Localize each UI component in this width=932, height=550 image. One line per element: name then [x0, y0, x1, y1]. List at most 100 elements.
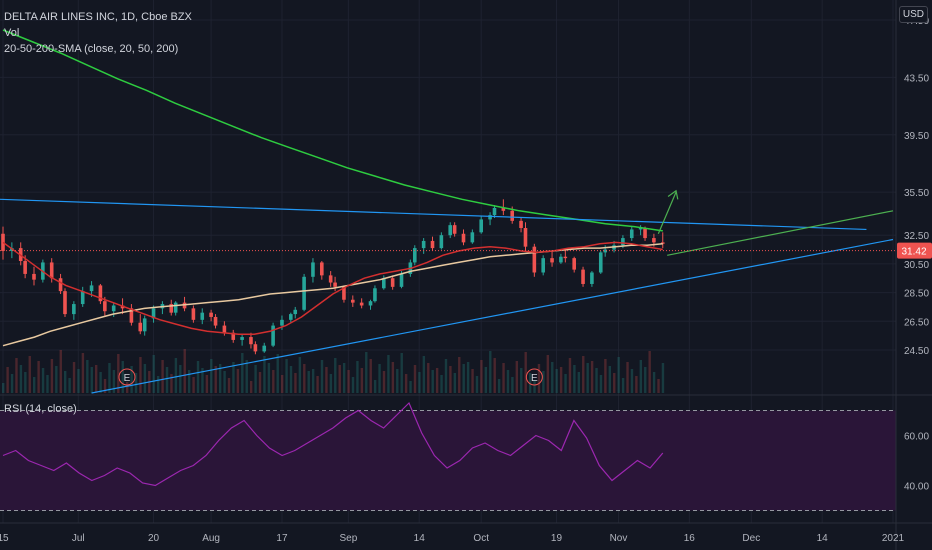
price-tick-label: 24.50 — [904, 346, 929, 357]
ascending-trendline — [91, 238, 894, 394]
volume-bar — [174, 358, 178, 393]
price-tick-label: 39.50 — [904, 131, 929, 142]
candle-body — [138, 322, 143, 332]
candle-body — [311, 262, 315, 277]
volume-bar — [661, 363, 665, 393]
earnings-marker-label: E — [531, 373, 538, 384]
volume-bar — [427, 363, 430, 393]
volume-bar — [449, 366, 452, 393]
candle-body — [660, 242, 665, 244]
volume-bar — [559, 367, 563, 393]
symbol-title[interactable]: DELTA AIR LINES INC, 1D, Cboe BZX — [4, 11, 192, 23]
candle-body — [231, 332, 236, 340]
volume-bar — [590, 361, 594, 393]
volume-bar — [227, 378, 231, 393]
candle-body — [240, 337, 244, 340]
candle-body — [1, 233, 5, 251]
volume-bar — [613, 373, 616, 393]
candle-body — [173, 302, 178, 313]
time-tick-label: 16 — [684, 533, 696, 544]
volume-bar — [325, 367, 328, 393]
candle-body — [253, 344, 258, 352]
candle-body — [333, 282, 337, 287]
time-tick-label: 17 — [276, 533, 288, 544]
volume-bar — [608, 366, 612, 393]
rsi-band — [0, 410, 896, 511]
volume-bar — [431, 370, 434, 393]
volume-bar — [497, 379, 501, 393]
rsi-legend[interactable]: RSI (14, close) — [4, 403, 77, 415]
volume-bar — [356, 361, 359, 393]
volume-bar — [37, 361, 40, 393]
candle-body — [72, 304, 76, 315]
volume-bar — [192, 377, 195, 393]
price-tick-label: 30.50 — [904, 260, 929, 271]
candle-body — [80, 291, 85, 305]
volume-bar — [329, 374, 333, 393]
volume-bar — [542, 371, 545, 393]
volume-bar — [205, 375, 209, 393]
volume-bar — [382, 371, 386, 393]
volume-bar — [471, 369, 474, 393]
candle-body — [209, 312, 213, 317]
volume-bar — [130, 366, 133, 393]
candle-body — [629, 229, 634, 239]
volume-bar — [577, 372, 581, 393]
volume-bar — [573, 365, 576, 393]
volume-bar — [232, 362, 235, 393]
candle-body — [98, 285, 103, 302]
price-tick-label: 28.50 — [904, 289, 929, 300]
volume-bar — [462, 364, 465, 393]
currency-badge[interactable]: USD — [898, 6, 928, 23]
candle-body — [142, 318, 147, 332]
volume-legend[interactable]: Vol — [4, 27, 20, 39]
volume-bar — [50, 359, 54, 393]
volume-bar — [493, 358, 496, 393]
volume-bar — [303, 364, 306, 393]
candle-body — [359, 302, 364, 306]
candle-body — [430, 240, 435, 249]
candle-body — [191, 308, 196, 320]
volume-bar — [648, 351, 651, 393]
volume-bar — [179, 365, 182, 393]
volume-bar — [506, 370, 510, 393]
volume-bar — [143, 364, 147, 393]
time-tick-label: Jul — [72, 533, 85, 544]
volume-bar — [307, 371, 310, 393]
volume-bar — [520, 368, 523, 393]
earnings-marker-label: E — [124, 373, 131, 384]
volume-bar — [161, 360, 164, 393]
volume-bar — [396, 369, 399, 393]
volume-bar — [298, 357, 302, 393]
candle-body — [381, 278, 386, 289]
last-price-box — [897, 242, 932, 259]
sma-legend[interactable]: 20-50-200-SMA (close, 20, 50, 200) — [4, 43, 179, 55]
candle-body — [368, 301, 373, 306]
volume-bar — [112, 370, 116, 393]
earnings-marker — [525, 368, 543, 386]
candle-body — [293, 309, 298, 315]
time-tick-label: 19 — [551, 533, 563, 544]
volume-bar — [652, 372, 656, 393]
candle-body — [461, 233, 466, 243]
volume-bar — [546, 355, 550, 393]
time-tick-label: Oct — [473, 533, 489, 544]
volume-bar — [59, 350, 62, 393]
volume-bar — [311, 369, 315, 393]
candle-body — [519, 220, 523, 229]
volume-bar — [480, 360, 483, 393]
volume-bar — [418, 372, 421, 393]
volume-bar — [55, 366, 58, 393]
volume-bar — [94, 365, 98, 393]
volume-bar — [72, 362, 76, 393]
candle-body — [23, 261, 27, 274]
candle-body — [452, 225, 457, 234]
volume-bar — [196, 361, 200, 393]
volume-bar — [86, 360, 89, 393]
volume-bar — [15, 358, 18, 393]
volume-bar — [10, 374, 14, 393]
time-tick-label: 20 — [148, 533, 160, 544]
volume-bar — [241, 353, 244, 393]
volume-bar — [68, 378, 71, 393]
